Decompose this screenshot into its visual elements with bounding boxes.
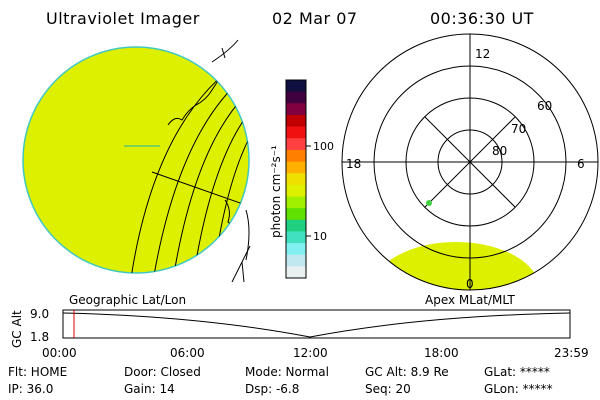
gc-alt-frame [62, 309, 571, 339]
color-bar-segment [286, 173, 306, 186]
color-bar-segment [286, 219, 306, 232]
color-bar-segment [286, 184, 306, 197]
color-bar-segment [286, 80, 306, 93]
status-dsp: Dsp: -6.8 [245, 382, 299, 396]
status-glon: GLon: ***** [484, 382, 553, 396]
spacecraft-marker [426, 200, 432, 206]
color-bar-unit-label: photon cm⁻²s⁻¹ [269, 145, 283, 238]
time-tick-0000: 00:00 [42, 346, 77, 360]
time-label: 00:36:30 UT [430, 9, 534, 28]
auroral-oval-fill [372, 242, 540, 290]
mlat-label-80: 80 [492, 144, 507, 158]
apex-label: Apex MLat/MLT [425, 293, 515, 307]
status-gc-alt: GC Alt: 8.9 Re [365, 365, 449, 379]
time-tick-1200: 12:00 [293, 346, 328, 360]
color-bar [286, 80, 306, 279]
color-bar-segment [286, 138, 306, 151]
mlt-label-18: 18 [346, 157, 361, 171]
status-gain: Gain: 14 [124, 382, 175, 396]
mlt-label-12: 12 [475, 47, 490, 61]
color-bar-segment [286, 161, 306, 174]
time-tick-2359: 23:59 [554, 346, 589, 360]
status-glat: GLat: ***** [484, 365, 550, 379]
color-bar-label-10: 10 [313, 230, 327, 243]
status-filter: Flt: HOME [8, 365, 67, 379]
geographic-image-disk [22, 46, 250, 274]
gc-alt-curve [62, 312, 571, 338]
color-bar-segment [286, 91, 306, 104]
color-bar-segment [286, 196, 306, 209]
gc-alt-ymax: 9.0 [30, 307, 49, 321]
status-mode: Mode: Normal [245, 365, 329, 379]
mlt-line-diag-2 [424, 116, 516, 208]
mlat-label-70: 70 [511, 122, 526, 136]
status-door: Door: Closed [124, 365, 201, 379]
polar-plot-panel: 12 18 6 0 60 70 80 Apex MLat/MLT [341, 33, 599, 307]
color-bar-label-100: 100 [313, 140, 334, 153]
color-bar-segment [286, 114, 306, 128]
time-tick-0600: 06:00 [170, 346, 205, 360]
instrument-title: Ultraviolet Imager [46, 9, 200, 28]
time-tick-1800: 18:00 [424, 346, 459, 360]
grid-lines-outside-disk [211, 39, 251, 283]
mlat-label-60: 60 [537, 99, 552, 113]
status-seq: Seq: 20 [365, 382, 411, 396]
color-bar-segment [286, 266, 306, 279]
color-bar-frame [285, 79, 307, 279]
geographic-label: Geographic Lat/Lon [69, 293, 186, 307]
geographic-image-panel: Geographic Lat/Lon [22, 39, 251, 307]
color-bar-segment [286, 243, 306, 256]
color-bar-segment [286, 254, 306, 267]
mlt-label-6: 6 [577, 157, 585, 171]
color-bar-segment [286, 103, 306, 116]
color-bar-segment [286, 231, 306, 244]
status-info: Flt: HOME IP: 36.0 Door: Closed Gain: 14… [8, 365, 553, 396]
status-ip: IP: 36.0 [8, 382, 53, 396]
gc-alt-ymin: 1.8 [30, 330, 49, 344]
date-label: 02 Mar 07 [272, 9, 358, 28]
color-bar-segment [286, 126, 306, 139]
mlt-label-0: 0 [466, 277, 474, 291]
color-bar-segment [286, 208, 306, 221]
gc-alt-strip: GC Alt 9.0 1.8 00:00 06:00 12:00 18:00 2… [10, 307, 589, 360]
color-bar-segment [286, 149, 306, 163]
gc-alt-axis-label: GC Alt [10, 310, 24, 348]
